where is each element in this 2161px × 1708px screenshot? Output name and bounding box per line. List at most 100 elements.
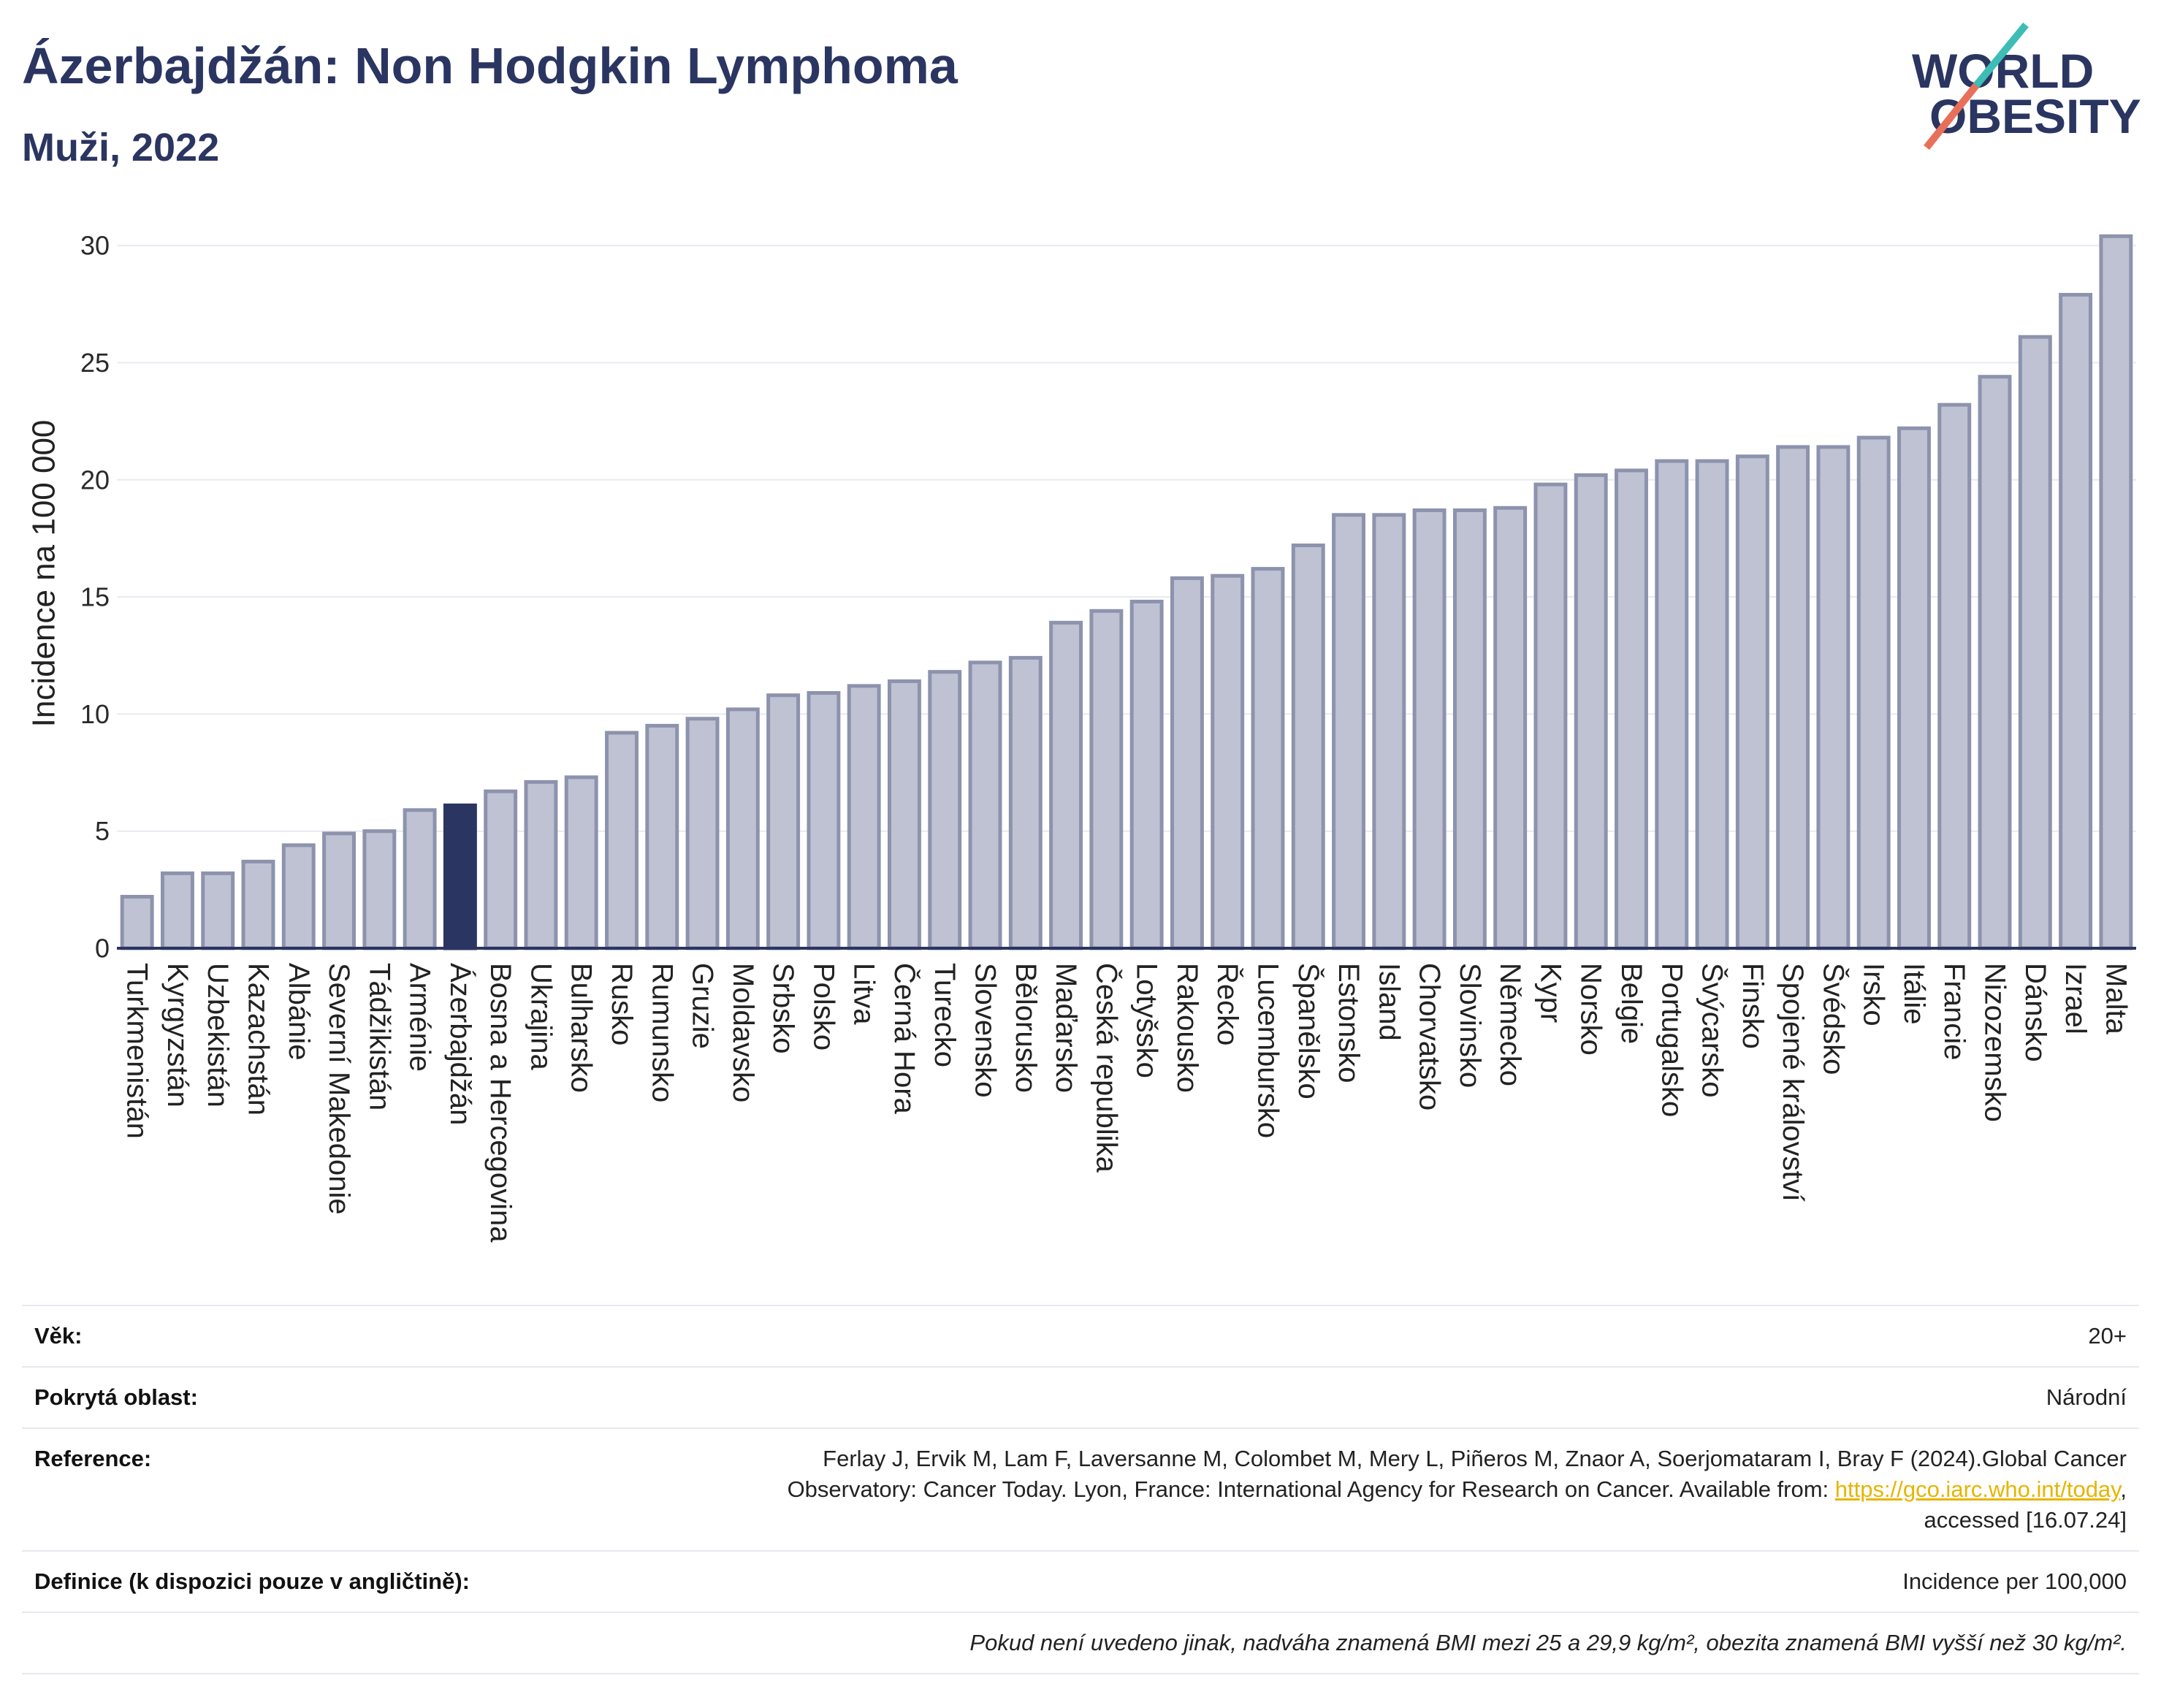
bar-polsko <box>807 691 841 950</box>
bar-srbsko <box>766 693 801 950</box>
x-tick-label: Nizozemsko <box>1979 963 2011 1122</box>
x-tick-label: Ázerbajdžán <box>444 963 477 1125</box>
y-axis-title: Incidence na 100 000 <box>26 420 62 728</box>
reference-line-3: accessed [16.07.24] <box>1924 1507 2127 1533</box>
x-tick-label: Izrael <box>2059 963 2092 1034</box>
x-tick-label: Severní Makedonie <box>323 963 355 1215</box>
x-tick-label: Estonsko <box>1333 963 1365 1083</box>
x-tick-labels: Turkmenistán Kyrgyzstán Uzbekistán Kazachst… <box>121 963 2133 1243</box>
bar-dansko <box>2018 335 2052 950</box>
bar-slovinsko <box>1452 508 1487 950</box>
y-tick-labels: 0 5 10 15 20 25 30 <box>80 231 110 964</box>
bar-bulharsko <box>564 775 598 950</box>
x-tick-label: Rumunsko <box>646 963 678 1102</box>
bar-irsko <box>1856 435 1891 950</box>
bar-lotyssko <box>1129 599 1164 950</box>
logo-slash-top <box>1973 22 2029 88</box>
x-tick-label: Spojené království <box>1777 963 1809 1202</box>
bar-svedsko <box>1816 445 1851 950</box>
x-tick-label: Bosna a Hercegovina <box>484 963 517 1243</box>
bar-gruzie <box>685 717 720 950</box>
x-tick-label: Bělorusko <box>1010 963 1042 1093</box>
definition-value: Incidence per 100,000 <box>1902 1568 2127 1594</box>
x-tick-label: Švýcarsko <box>1696 963 1729 1098</box>
y-tick-label: 15 <box>80 582 110 612</box>
bar-rusko <box>605 731 639 950</box>
x-tick-label: Rusko <box>606 963 638 1045</box>
x-tick-label: Norsko <box>1575 963 1607 1056</box>
bar-recko <box>1211 573 1245 950</box>
bar-belorusko <box>1008 655 1043 950</box>
bar-nizozemsko <box>1978 375 2012 950</box>
bar-tadzikistan <box>362 829 397 950</box>
bar-lucembursko <box>1251 567 1285 950</box>
bar-finsko <box>1735 454 1769 950</box>
x-tick-label: Rakousko <box>1171 963 1203 1093</box>
bar-moldavsko <box>725 707 760 950</box>
x-tick-label: Španělsko <box>1292 963 1325 1099</box>
age-label: Věk: <box>34 1323 83 1349</box>
x-tick-label: Srbsko <box>767 963 799 1054</box>
x-tick-label: Albánie <box>283 963 315 1060</box>
y-tick-label: 10 <box>80 699 110 729</box>
x-tick-label: Turecko <box>929 963 961 1067</box>
bar-estonsko <box>1332 513 1365 950</box>
bar-kazachstan <box>241 859 275 950</box>
age-value: 20+ <box>2088 1323 2127 1349</box>
y-tick-label: 5 <box>95 816 110 846</box>
x-tick-label: Kyrgyzstán <box>161 963 194 1107</box>
row-age: Věk: 20+ <box>22 1305 2139 1366</box>
bar-ukrajina <box>524 779 558 950</box>
x-tick-label: Chorvatsko <box>1414 963 1446 1110</box>
row-definition: Definice (k dispozici pouze v angličtině… <box>22 1550 2139 1612</box>
bar-izrael <box>2059 292 2093 950</box>
x-tick-label: Řecko <box>1211 963 1244 1045</box>
logo-slash-bottom <box>1924 83 1979 150</box>
bar-turecko <box>928 670 962 950</box>
x-tick-label: Turkmenistán <box>121 963 153 1139</box>
x-tick-label: Kypr <box>1534 963 1566 1023</box>
x-tick-label: Finsko <box>1737 963 1769 1049</box>
x-tick-label: Polsko <box>807 963 839 1051</box>
y-tick-label: 20 <box>80 465 110 495</box>
bar-slovensko <box>968 660 1002 950</box>
bar-uzbekistan <box>201 871 235 950</box>
bar-chorvatsko <box>1412 508 1447 950</box>
bar-spanelsko <box>1291 544 1325 950</box>
x-tick-label: Černá Hora <box>888 963 921 1115</box>
info-table: Věk: 20+ Pokrytá oblast: Národní Referen… <box>22 1305 2139 1674</box>
x-tick-label: Irsko <box>1858 963 1890 1026</box>
area-value: Národní <box>2046 1384 2127 1410</box>
x-tick-label: Německo <box>1494 963 1526 1086</box>
definition-label: Definice (k dispozici pouze v angličtině… <box>34 1568 470 1594</box>
bar-italie <box>1897 426 1931 950</box>
x-tick-label: Slovensko <box>969 963 1002 1098</box>
bar-chart: 0 5 10 15 20 25 30 Turkmenistán Kyrgyzstán Uzbeki… <box>26 231 2136 1243</box>
bar-turkmenistan <box>120 894 154 950</box>
x-tick-label: Arménie <box>404 963 436 1072</box>
bar-belgie <box>1615 468 1648 950</box>
bar-rumunsko <box>645 723 679 950</box>
bar-azerbajdzan <box>443 803 477 950</box>
reference-line-1: Ferlay J, Ervik M, Lam F, Laversanne M, … <box>823 1446 2127 1471</box>
x-tick-label: Bulharsko <box>565 963 598 1093</box>
row-note: Pokud není uvedeno jinak, nadváha znamen… <box>22 1612 2139 1673</box>
bar-madarsko <box>1049 620 1083 950</box>
bar-norsko <box>1574 473 1608 950</box>
y-tick-label: 0 <box>95 934 110 964</box>
bmi-note: Pokud není uvedeno jinak, nadváha znamen… <box>969 1630 2127 1655</box>
bars <box>120 234 2133 950</box>
page-title: Ázerbajdžán: Non Hodgkin Lymphoma <box>22 37 958 94</box>
bar-kypr <box>1533 482 1568 950</box>
x-tick-label: Uzbekistán <box>202 963 234 1107</box>
row-area: Pokrytá oblast: Národní <box>22 1366 2139 1427</box>
reference-line-2: Observatory: Cancer Today. Lyon, France:… <box>788 1474 2127 1505</box>
x-tick-label: Portugalsko <box>1655 963 1688 1117</box>
y-tick-label: 25 <box>80 348 110 378</box>
bar-albanie <box>281 843 316 950</box>
bar-ceska-republika <box>1089 609 1124 950</box>
row-reference: Reference: Ferlay J, Ervik M, Lam F, Lav… <box>22 1427 2139 1550</box>
bar-armenie <box>403 808 437 950</box>
x-tick-label: Belgie <box>1615 963 1647 1044</box>
reference-link[interactable]: https://gco.iarc.who.int/today <box>1834 1476 2121 1502</box>
